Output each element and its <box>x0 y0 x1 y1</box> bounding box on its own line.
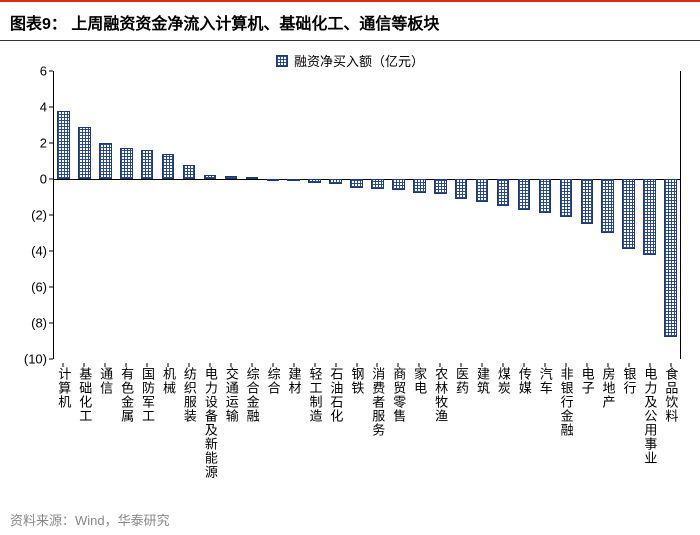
bar <box>601 179 614 233</box>
x-label: 消费者服务 <box>371 367 385 437</box>
y-tick-label: (6) <box>15 280 47 295</box>
bar <box>120 148 133 179</box>
x-label: 传媒 <box>517 367 531 395</box>
x-label: 电力及公用事业 <box>643 367 657 465</box>
bar <box>329 179 342 184</box>
bar <box>183 165 196 179</box>
x-label: 计算机 <box>57 367 71 409</box>
bar <box>141 150 154 179</box>
x-label: 通信 <box>99 367 113 395</box>
x-label: 建材 <box>287 367 301 395</box>
bar <box>246 177 259 179</box>
x-label: 非银行金融 <box>559 367 573 437</box>
bar <box>204 175 217 180</box>
bar <box>350 179 363 188</box>
bar <box>371 179 384 189</box>
y-tick-label: 4 <box>15 100 47 115</box>
bar <box>287 179 300 181</box>
bar <box>267 179 280 181</box>
x-label: 电子 <box>580 367 594 395</box>
y-tick-label: 2 <box>15 136 47 151</box>
bar <box>392 179 405 190</box>
bar <box>434 179 447 194</box>
bar <box>560 179 573 217</box>
x-label: 基础化工 <box>78 367 92 423</box>
x-label: 综合金融 <box>245 367 259 423</box>
x-label: 医药 <box>454 367 468 395</box>
legend-swatch <box>276 55 288 67</box>
chart-title: 图表9： 上周融资资金净流入计算机、基础化工、通信等板块 <box>10 10 690 34</box>
x-label: 煤炭 <box>496 367 510 395</box>
bar <box>497 179 510 206</box>
x-label: 钢铁 <box>350 367 364 395</box>
bar <box>78 127 91 179</box>
x-label: 综合 <box>266 367 280 395</box>
x-label: 银行 <box>622 367 636 395</box>
legend: 融资净买入额（亿元） <box>276 51 424 70</box>
x-axis-labels: 计算机基础化工通信有色金属国防军工机械纺织服装电力设备及新能源交通运输综合金融综… <box>53 363 681 487</box>
x-label: 纺织服装 <box>182 367 196 423</box>
x-label: 机械 <box>161 367 175 395</box>
x-label: 食品饮料 <box>664 367 678 423</box>
y-tick-label: (8) <box>15 316 47 331</box>
y-tick-label: (4) <box>15 244 47 259</box>
x-label: 交通运输 <box>224 367 238 423</box>
bar <box>99 143 112 179</box>
bar <box>622 179 635 249</box>
bar <box>476 179 489 202</box>
y-tick-label: 6 <box>15 64 47 79</box>
source-text: 资料来源：Wind，华泰研究 <box>10 510 170 529</box>
bar <box>308 179 321 183</box>
bar <box>581 179 594 224</box>
x-label: 商贸零售 <box>392 367 406 423</box>
bar <box>643 179 656 255</box>
bar <box>518 179 531 210</box>
x-label: 国防军工 <box>140 367 154 423</box>
bars-container <box>53 71 681 359</box>
x-label: 农林牧渔 <box>433 367 447 423</box>
bar <box>162 154 175 179</box>
y-tick-label: 0 <box>15 172 47 187</box>
x-label: 有色金属 <box>119 367 133 423</box>
x-label: 建筑 <box>475 367 489 395</box>
x-label: 汽车 <box>538 367 552 395</box>
bar <box>225 176 238 179</box>
bar <box>539 179 552 213</box>
legend-label: 融资净买入额（亿元） <box>294 51 424 70</box>
x-label: 轻工制造 <box>308 367 322 423</box>
bar <box>413 179 426 193</box>
y-tick-label: (10) <box>15 352 47 367</box>
x-label: 家电 <box>413 367 427 395</box>
plot-area <box>53 71 681 359</box>
bar <box>455 179 468 199</box>
x-label: 房地产 <box>601 367 615 409</box>
y-tick-label: (2) <box>15 208 47 223</box>
x-label: 石油石化 <box>329 367 343 423</box>
bar <box>664 179 677 337</box>
chart-area: 融资净买入额（亿元） 6 4 2 0 (2) (4) (6) (8) (10) 计算机基础化工通… <box>15 49 685 487</box>
bar <box>57 111 70 179</box>
x-label: 电力设备及新能源 <box>203 367 217 479</box>
y-axis: 6420(2)(4)(6)(8)(10) <box>15 71 53 359</box>
